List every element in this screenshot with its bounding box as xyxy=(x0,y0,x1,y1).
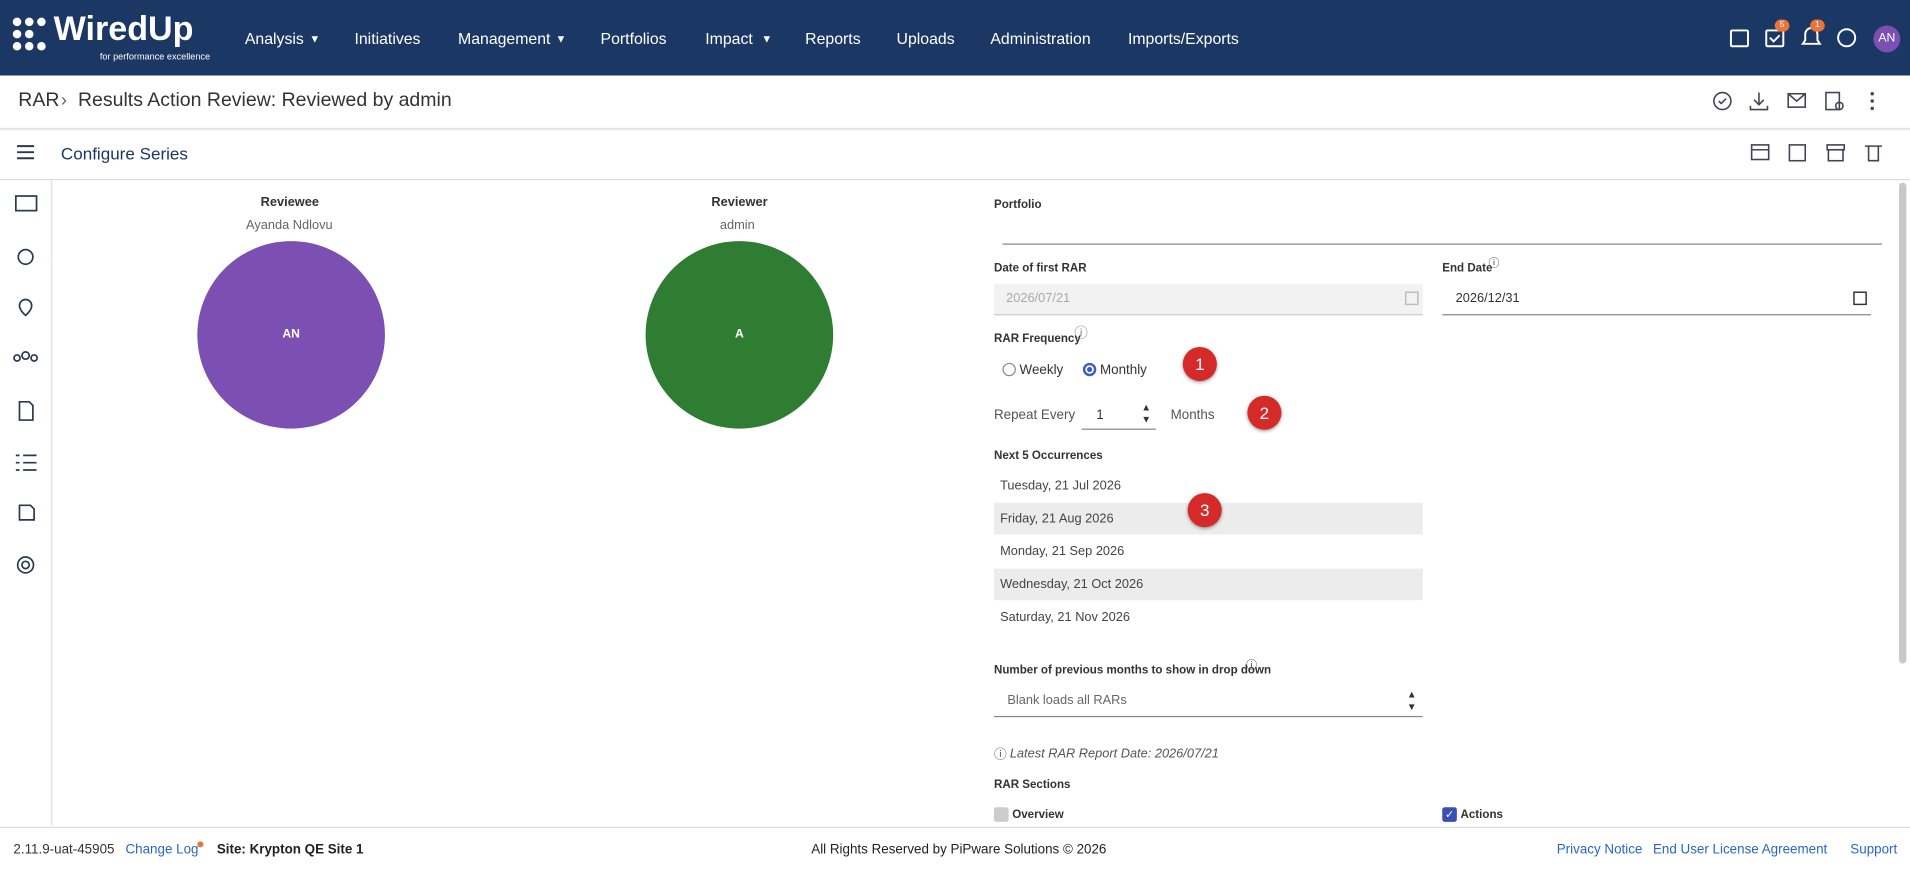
field-label: RAR Sections xyxy=(993,778,1071,792)
info-icon: ⓘ xyxy=(993,747,1007,763)
page-title: Results Action Review: Reviewed by admin xyxy=(77,90,452,111)
portfolio-input[interactable] xyxy=(1002,243,1882,245)
panel-icons[interactable] xyxy=(1749,141,1883,165)
avatar[interactable]: AN xyxy=(1873,25,1901,53)
radio-label[interactable]: Weekly xyxy=(1019,362,1064,378)
field-label: Date of first RAR xyxy=(993,261,1087,276)
divider xyxy=(0,178,1910,181)
breadcrumb-root[interactable]: RAR xyxy=(18,90,60,111)
occurrence: Saturday, 21 Nov 2026 xyxy=(1000,610,1130,625)
sidebar-icons[interactable] xyxy=(12,192,41,582)
footer-link[interactable]: Privacy Notice xyxy=(1556,842,1643,858)
nav-item[interactable]: Portfolios xyxy=(600,29,667,48)
sidebar-border xyxy=(51,180,53,826)
calendar-icons[interactable] xyxy=(1403,290,1878,307)
repeat-value: 1 xyxy=(1096,407,1104,423)
callout: 3 xyxy=(1187,493,1222,528)
months-input[interactable] xyxy=(993,685,1423,718)
separator: › xyxy=(60,90,67,111)
nav-item[interactable]: Reports xyxy=(805,29,861,48)
dropdown-caret: ▼ xyxy=(309,32,321,46)
site: Site: Krypton QE Site 1 xyxy=(216,842,364,858)
badge: 1 xyxy=(1810,19,1825,32)
divider xyxy=(0,127,1910,132)
header-icons[interactable] xyxy=(1727,24,1873,51)
reviewer-name: admin xyxy=(719,217,755,233)
footer-link[interactable]: End User License Agreement xyxy=(1652,842,1828,858)
latest-date: Latest RAR Report Date: 2026/07/21 xyxy=(1009,746,1219,761)
badge: 5 xyxy=(1774,19,1790,32)
radio[interactable] xyxy=(1082,362,1097,377)
occurrence: Wednesday, 21 Oct 2026 xyxy=(993,568,1423,601)
callout: 1 xyxy=(1182,347,1217,382)
footer xyxy=(0,826,1910,874)
nav-item[interactable]: Analysis xyxy=(244,29,304,48)
end-date-value: 2026/12/31 xyxy=(1455,290,1520,306)
end-date-input[interactable] xyxy=(1442,284,1872,316)
reviewee-label: Reviewee xyxy=(260,194,319,210)
checkbox xyxy=(993,807,1009,822)
repeat-unit: Months xyxy=(1170,407,1215,423)
field-label: Number of previous months to show in dro… xyxy=(993,663,1272,677)
radio[interactable] xyxy=(1002,362,1016,377)
section-label: Overview xyxy=(1012,808,1064,822)
nav-item[interactable]: Management xyxy=(458,29,551,48)
info-icon: ⓘ xyxy=(1488,256,1500,270)
rights: All Rights Reserved by PiPware Solutions… xyxy=(811,842,1107,858)
radio-label[interactable]: Monthly xyxy=(1099,362,1147,378)
field-label: Repeat Every xyxy=(993,407,1076,423)
nav-item[interactable]: Imports/Exports xyxy=(1127,29,1239,48)
reviewee-avatar: AN xyxy=(197,241,385,429)
dot xyxy=(197,841,204,848)
nav-item[interactable]: Uploads xyxy=(896,29,955,48)
toolbar-icons[interactable] xyxy=(1710,88,1883,115)
occurrence: Monday, 21 Sep 2026 xyxy=(1000,544,1125,559)
info-icon: ⓘ xyxy=(1074,326,1088,341)
section-label: Actions xyxy=(1460,808,1503,822)
reviewee-name: Ayanda Ndlovu xyxy=(246,217,333,233)
months-placeholder: Blank loads all RARs xyxy=(1007,692,1127,708)
dropdown-caret: ▼ xyxy=(761,32,773,46)
changelog-link[interactable]: Change Log xyxy=(125,842,199,858)
top-bar xyxy=(0,0,1910,76)
field-label: RAR Frequency xyxy=(993,332,1081,346)
first-rar-value: 2026/07/21 xyxy=(1006,290,1071,306)
reviewer-avatar: A xyxy=(645,241,834,429)
nav-item[interactable]: Administration xyxy=(990,29,1091,48)
field-label: End Date xyxy=(1442,261,1493,276)
reviewer-label: Reviewer xyxy=(711,194,768,210)
spinner[interactable]: ▲ ▼ xyxy=(1141,401,1152,425)
field-label: Portfolio xyxy=(993,198,1042,212)
version: 2.11.9-uat-45905 xyxy=(13,842,115,858)
info-icon: ⓘ xyxy=(1246,658,1258,671)
field-label: Next 5 Occurrences xyxy=(993,449,1103,463)
checkbox[interactable]: ✓ xyxy=(1442,807,1457,822)
footer-link[interactable]: Support xyxy=(1850,842,1898,858)
menu-icon[interactable] xyxy=(16,142,35,161)
logo-icon xyxy=(12,17,46,51)
repeat-input[interactable] xyxy=(1081,401,1156,430)
panel-title: Configure Series xyxy=(60,143,188,164)
logo[interactable]: WiredUp xyxy=(53,9,194,48)
dropdown-caret: ▼ xyxy=(555,32,567,46)
occurrence: Tuesday, 21 Jul 2026 xyxy=(1000,478,1121,494)
spinner[interactable]: ▲ ▼ xyxy=(1406,689,1417,713)
scrollbar[interactable] xyxy=(1899,182,1907,664)
first-rar-input xyxy=(993,283,1423,316)
callout: 2 xyxy=(1247,395,1282,430)
nav-item[interactable]: Impact xyxy=(705,29,753,48)
nav-item[interactable]: Initiatives xyxy=(354,29,421,48)
tagline: for performance excellence xyxy=(99,51,211,63)
